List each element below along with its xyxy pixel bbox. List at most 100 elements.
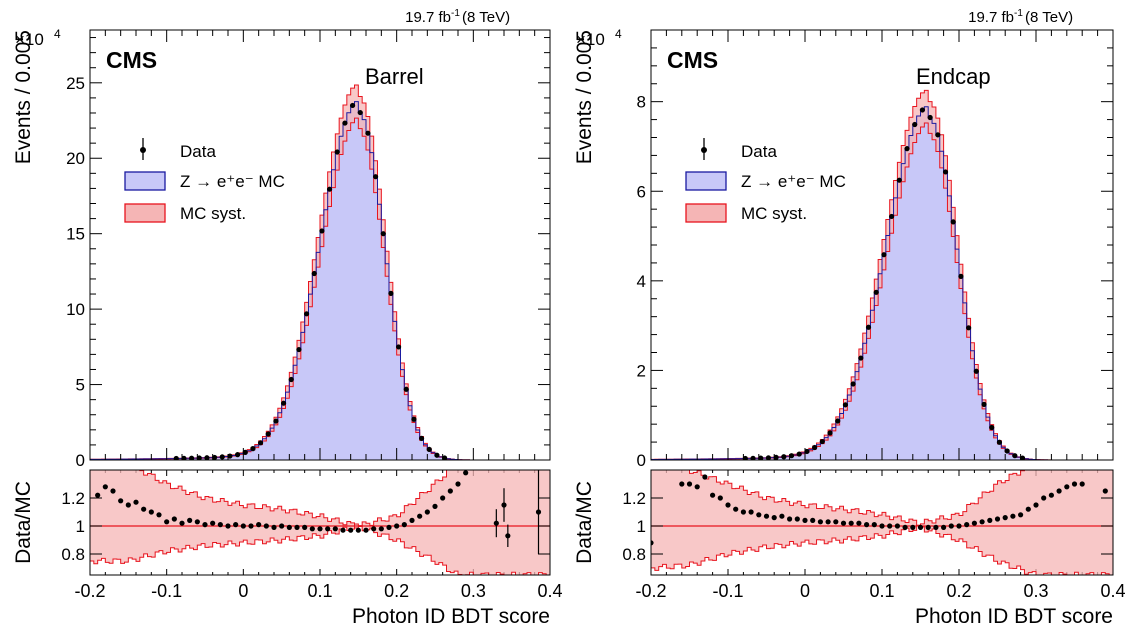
ratio-point bbox=[802, 517, 808, 524]
ratio-point bbox=[902, 524, 908, 531]
data-point bbox=[380, 231, 386, 237]
ratio-point bbox=[417, 513, 423, 519]
y-tick-label: 5 bbox=[76, 376, 85, 395]
ratio-point bbox=[1071, 481, 1078, 487]
ratio-point bbox=[733, 506, 739, 512]
ratio-point bbox=[686, 481, 693, 487]
legend-data-marker bbox=[701, 147, 707, 153]
data-point bbox=[219, 454, 225, 460]
ratio-point bbox=[1033, 502, 1039, 508]
legend-label-syst: MC syst. bbox=[741, 204, 807, 223]
region-label: Barrel bbox=[365, 64, 424, 89]
data-point bbox=[357, 109, 363, 116]
data-point bbox=[804, 448, 810, 455]
ratio-point bbox=[156, 512, 162, 518]
ratio-point bbox=[279, 523, 285, 529]
y-tick-label: 4 bbox=[637, 272, 646, 291]
data-point bbox=[973, 368, 979, 374]
data-point bbox=[935, 132, 941, 138]
ratio-point bbox=[725, 502, 731, 508]
ratio-point bbox=[164, 519, 170, 525]
ratio-point bbox=[987, 517, 993, 524]
ratio-y-tick-label: 0.8 bbox=[61, 545, 85, 564]
ratio-point bbox=[110, 488, 116, 494]
ratio-point bbox=[256, 522, 262, 528]
legend: Data Z → e⁺e⁻ MC MC syst. bbox=[124, 138, 285, 223]
lumi-value: 19.7 fb bbox=[968, 9, 1014, 26]
y-tick-label: 20 bbox=[66, 149, 85, 168]
x-tick-label: 0 bbox=[238, 581, 248, 601]
ratio-point bbox=[933, 524, 939, 531]
ratio-point bbox=[210, 520, 216, 526]
ratio-point bbox=[309, 526, 315, 532]
ratio-point bbox=[286, 524, 292, 531]
ratio-point bbox=[535, 509, 542, 515]
lumi-value: 19.7 fb bbox=[405, 9, 451, 26]
ratio-point bbox=[340, 527, 346, 533]
data-points bbox=[742, 107, 1026, 460]
ratio-y-tick-label: 1 bbox=[76, 517, 85, 536]
ratio-point bbox=[771, 515, 777, 521]
ratio-axis-title: Data/MC bbox=[12, 481, 35, 564]
data-point bbox=[204, 455, 210, 460]
data-point bbox=[966, 325, 972, 331]
data-point bbox=[773, 454, 779, 460]
lumi-unit-superscript: -1 bbox=[1014, 8, 1023, 19]
data-point bbox=[342, 120, 348, 126]
ratio-point bbox=[371, 526, 377, 532]
ratio-point bbox=[1041, 495, 1047, 501]
data-point bbox=[395, 344, 402, 350]
panel-barrel: 0 5 10 15 20 25 0.8 1 1.2 -0.2 -0.1 0 0.1 0.2 0.3 0.4 Ph… bbox=[12, 8, 563, 628]
data-point bbox=[311, 270, 317, 277]
y-tick-label: 0 bbox=[76, 451, 85, 470]
ratio-point bbox=[102, 484, 108, 490]
data-point bbox=[303, 311, 310, 317]
data-point bbox=[858, 355, 864, 361]
ratio-point bbox=[1025, 506, 1031, 512]
x-tick-label: 0.1 bbox=[307, 581, 332, 601]
ratio-point bbox=[910, 524, 916, 531]
lumi-label: (8 TeV)-119.7 fb bbox=[405, 8, 510, 26]
data-point bbox=[989, 424, 995, 431]
ratio-point bbox=[794, 516, 800, 522]
legend-mc-swatch bbox=[685, 171, 727, 191]
data-point bbox=[981, 401, 987, 407]
data-point bbox=[781, 454, 787, 460]
ratio-point bbox=[1056, 488, 1062, 494]
data-point bbox=[835, 418, 841, 424]
data-point bbox=[1019, 455, 1026, 460]
data-point bbox=[904, 146, 910, 152]
x-tick-label: -0.1 bbox=[151, 581, 182, 601]
data-point bbox=[265, 431, 271, 437]
ratio-point bbox=[148, 509, 154, 515]
ratio-point bbox=[187, 517, 193, 524]
ratio-point bbox=[194, 519, 200, 525]
y-exponent-superscript: 4 bbox=[615, 27, 622, 41]
data-point bbox=[1012, 453, 1018, 459]
ratio-point bbox=[271, 524, 277, 531]
panel-endcap: 0 2 4 6 8 0.8 1 1.2 -0.2 -0.1 0 0.1 0.2 0.3 0.4 Photon … bbox=[573, 8, 1126, 628]
ratio-point bbox=[348, 527, 354, 533]
data-point bbox=[896, 177, 902, 183]
ratio-y-tick-label: 1.2 bbox=[622, 489, 646, 508]
ratio-point bbox=[856, 520, 862, 526]
data-point bbox=[434, 452, 440, 458]
mc-histogram bbox=[90, 84, 550, 460]
ratio-point bbox=[447, 488, 453, 494]
ratio-point bbox=[378, 526, 384, 532]
y-tick-label: 25 bbox=[66, 74, 85, 93]
x-tick-label: 0.3 bbox=[461, 581, 486, 601]
data-point bbox=[334, 149, 340, 155]
y-tick-label: 0 bbox=[637, 451, 646, 470]
ratio-point bbox=[871, 522, 877, 528]
ratio-point bbox=[748, 509, 754, 515]
ratio-y-tick-label: 0.8 bbox=[622, 545, 646, 564]
legend-syst-swatch bbox=[685, 203, 727, 223]
ratio-point bbox=[887, 523, 893, 529]
ratio-plot bbox=[90, 470, 550, 575]
ratio-point bbox=[651, 540, 654, 546]
data-point bbox=[1004, 448, 1010, 454]
ratio-point bbox=[879, 523, 885, 529]
data-point bbox=[865, 324, 872, 330]
ratio-point bbox=[702, 474, 708, 480]
